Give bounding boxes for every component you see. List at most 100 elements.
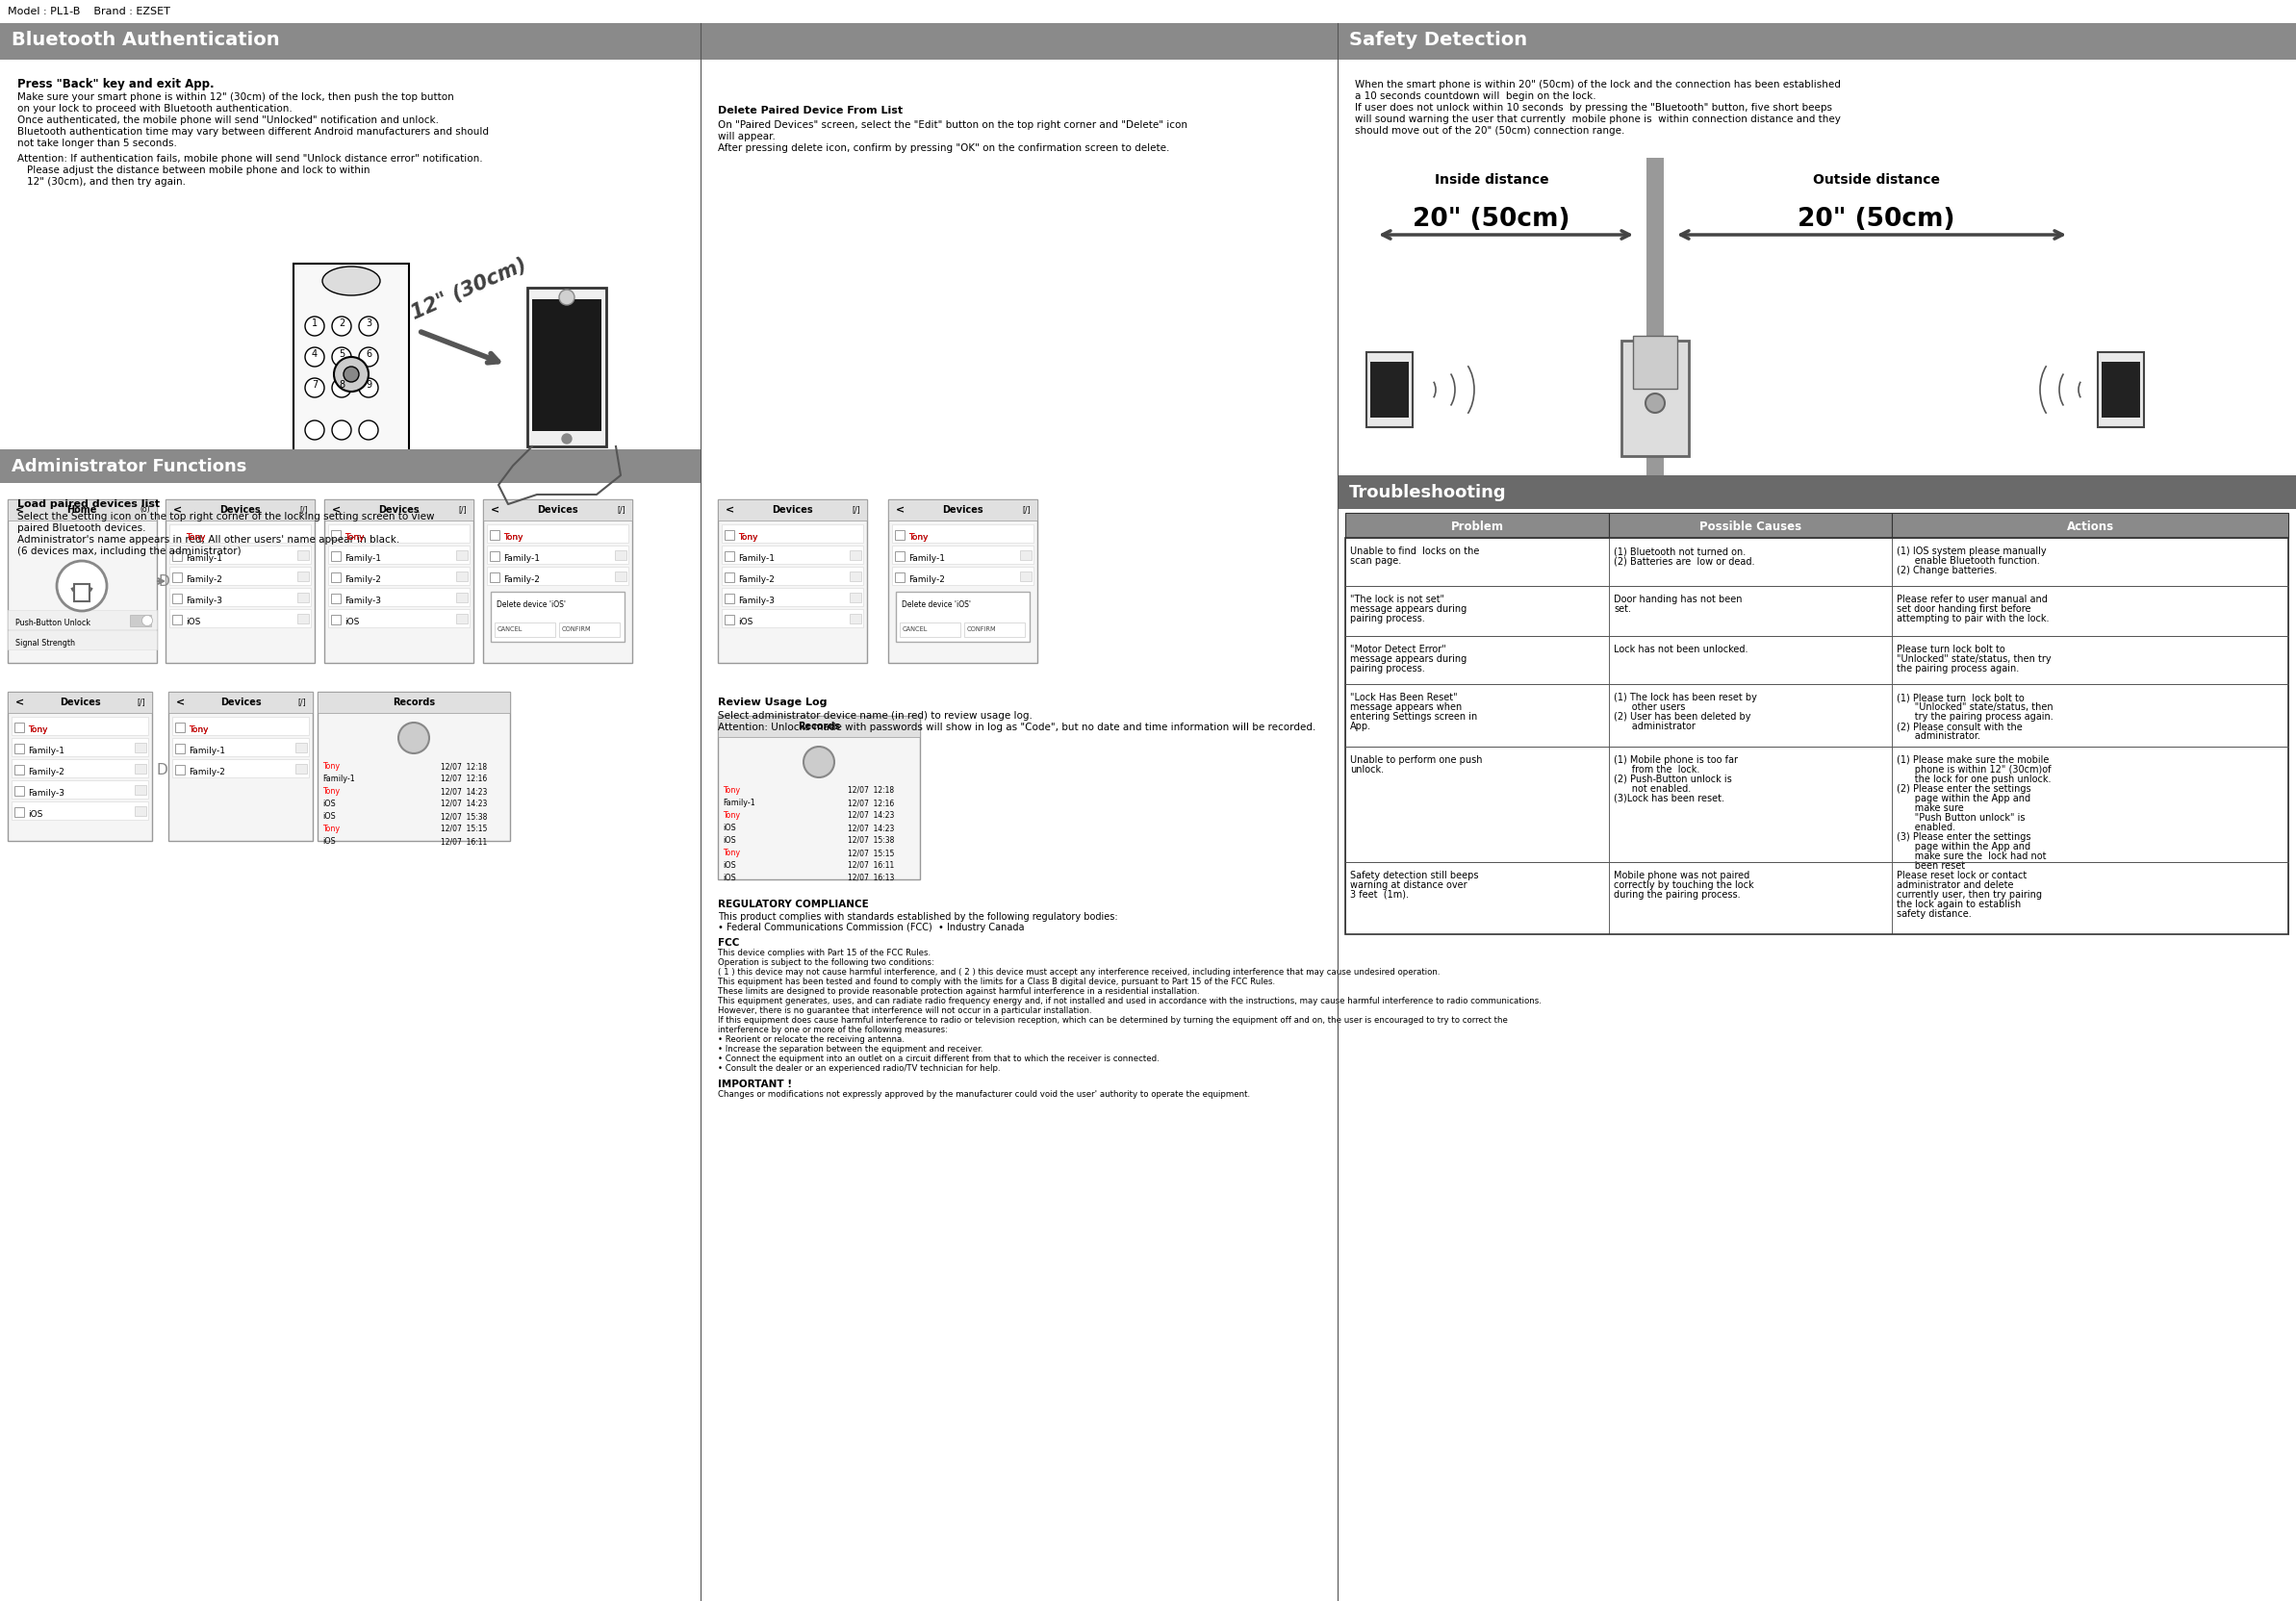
Text: [/]: [/] — [298, 696, 305, 706]
Bar — [11, 717, 149, 735]
Bar — [1621, 341, 1690, 456]
Bar — [528, 288, 606, 447]
Text: Family-1: Family-1 — [503, 554, 540, 562]
Bar — [1345, 863, 1609, 935]
Text: FCC: FCC — [719, 938, 739, 948]
Bar — [170, 546, 310, 565]
Text: 12/07  15:15: 12/07 15:15 — [847, 849, 895, 857]
Bar — [889, 500, 1038, 663]
Bar — [719, 500, 868, 522]
Text: not enabled.: not enabled. — [1614, 783, 1692, 792]
Text: Load paired devices list: Load paired devices list — [18, 500, 161, 509]
Text: Family-1: Family-1 — [737, 554, 774, 562]
Text: <: < — [16, 504, 25, 514]
Circle shape — [1646, 394, 1665, 413]
Bar — [721, 546, 863, 565]
Text: 12/07  14:23: 12/07 14:23 — [441, 786, 487, 796]
Bar — [900, 623, 960, 637]
Bar — [73, 584, 90, 602]
Text: (1) Please turn  lock bolt to: (1) Please turn lock bolt to — [1896, 692, 2025, 701]
Bar — [170, 589, 310, 607]
Text: Lock has not been unlocked.: Lock has not been unlocked. — [1614, 644, 1747, 653]
Text: 5: 5 — [338, 349, 344, 359]
Text: the pairing process again.: the pairing process again. — [1896, 663, 2020, 672]
Bar — [170, 567, 310, 586]
Bar — [170, 525, 310, 543]
Bar — [1345, 685, 1609, 748]
Text: interference by one or more of the following measures:: interference by one or more of the follo… — [719, 1025, 948, 1034]
Circle shape — [804, 748, 833, 778]
Text: Problem: Problem — [1451, 520, 1504, 533]
Bar — [135, 786, 147, 796]
Text: "Unlocked" state/status, then try: "Unlocked" state/status, then try — [1896, 653, 2053, 663]
Bar — [1345, 748, 1609, 863]
Bar — [1345, 538, 1609, 586]
Text: Tony: Tony — [28, 725, 48, 733]
Text: will appear.: will appear. — [719, 131, 776, 141]
Text: Tony: Tony — [723, 786, 739, 794]
Text: This equipment generates, uses, and can radiate radio frequency energy and, if n: This equipment generates, uses, and can … — [719, 996, 1541, 1005]
Text: Devices: Devices — [771, 504, 813, 514]
Text: (3)Lock has been reset.: (3)Lock has been reset. — [1614, 792, 1724, 804]
Circle shape — [333, 357, 370, 392]
Ellipse shape — [321, 267, 381, 296]
Text: Family-2: Family-2 — [503, 575, 540, 584]
Text: These limits are designed to provide reasonable protection against harmful inter: These limits are designed to provide rea… — [719, 986, 1199, 996]
Text: Door handing has not been: Door handing has not been — [1614, 594, 1743, 604]
Bar — [1339, 24, 2296, 61]
Bar — [1609, 538, 1892, 586]
Circle shape — [57, 562, 108, 612]
Text: Tony: Tony — [737, 533, 758, 541]
Bar — [296, 743, 308, 752]
Bar — [294, 264, 409, 451]
Bar — [1609, 863, 1892, 935]
Circle shape — [358, 421, 379, 440]
Bar — [487, 546, 629, 565]
Bar — [489, 552, 501, 562]
Text: 4: 4 — [312, 349, 317, 359]
Text: • Reorient or relocate the receiving antenna.: • Reorient or relocate the receiving ant… — [719, 1034, 905, 1044]
Text: "Lock Has Been Reset": "Lock Has Been Reset" — [1350, 692, 1458, 701]
Text: [/]: [/] — [457, 504, 466, 514]
Bar — [1371, 362, 1410, 418]
Bar — [1345, 586, 1609, 637]
Bar — [487, 525, 629, 543]
Text: Delete Paired Device From List: Delete Paired Device From List — [719, 106, 902, 115]
Bar — [7, 610, 156, 629]
Text: This device complies with Part 15 of the FCC Rules.: This device complies with Part 15 of the… — [719, 948, 930, 957]
Bar — [328, 567, 471, 586]
Text: unlock.: unlock. — [1350, 764, 1384, 773]
Bar — [328, 589, 471, 607]
Bar — [2099, 352, 2144, 427]
Bar — [317, 692, 510, 714]
Bar — [726, 552, 735, 562]
Text: Family-1: Family-1 — [321, 773, 356, 783]
Text: Family-1: Family-1 — [28, 746, 64, 754]
Text: Home: Home — [67, 504, 96, 514]
Text: message appears when: message appears when — [1350, 701, 1463, 711]
Text: attempting to pair with the lock.: attempting to pair with the lock. — [1896, 613, 2050, 623]
Bar — [331, 594, 340, 604]
Circle shape — [358, 347, 379, 367]
Bar — [1345, 514, 1609, 538]
Text: Safety detection still beeps: Safety detection still beeps — [1350, 871, 1479, 881]
Circle shape — [333, 421, 351, 440]
Text: Tony: Tony — [737, 533, 758, 541]
Bar — [850, 572, 861, 581]
Bar — [893, 546, 1033, 565]
Text: will sound warning the user that currently  mobile phone is  within connection d: will sound warning the user that current… — [1355, 114, 1841, 123]
Bar — [893, 525, 1033, 543]
Text: Devices: Devices — [379, 504, 418, 514]
Bar — [135, 764, 147, 773]
Text: Family-3: Family-3 — [344, 596, 381, 605]
Text: 12/07  15:38: 12/07 15:38 — [847, 836, 895, 844]
Text: 20" (50cm): 20" (50cm) — [1412, 207, 1570, 232]
Text: iOS: iOS — [186, 618, 200, 626]
Bar — [1609, 748, 1892, 863]
Text: (1) Please make sure the mobile: (1) Please make sure the mobile — [1896, 754, 2050, 764]
Text: CANCEL: CANCEL — [498, 626, 523, 632]
Text: Safety Detection: Safety Detection — [1350, 30, 1527, 50]
Bar — [172, 738, 310, 757]
Text: 12/07  14:23: 12/07 14:23 — [847, 823, 895, 833]
Text: Family-2: Family-2 — [909, 575, 946, 584]
